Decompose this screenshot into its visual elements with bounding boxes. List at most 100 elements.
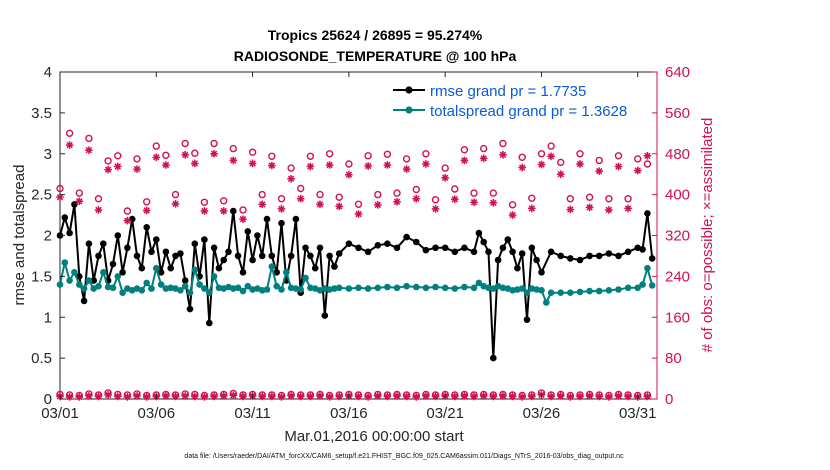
totalspread-point (109, 284, 117, 292)
assimilated-point (643, 151, 652, 160)
possible-point (460, 145, 469, 154)
totalspread-point (355, 284, 362, 292)
assimilated-point (239, 215, 247, 223)
rmse-point (71, 201, 78, 208)
rmse-point (644, 210, 651, 217)
rmse-point (586, 252, 593, 260)
assimilated-low-point (181, 392, 189, 400)
assimilated-point (441, 173, 449, 182)
totalspread-point (576, 288, 584, 296)
possible-point (219, 197, 228, 205)
totalspread-point (605, 287, 613, 294)
assimilated-low-point (605, 393, 613, 401)
possible-point (431, 195, 440, 204)
legend-rmse-label: rmse grand pr = 1.7735 (430, 83, 586, 100)
totalspread-point (441, 284, 449, 292)
x-tick-label: 03/21 (426, 405, 464, 422)
possible-point (634, 155, 642, 163)
x-tick-label: 03/26 (523, 405, 561, 422)
rmse-point (263, 215, 271, 223)
totalspread-point (533, 286, 540, 293)
rmse-point (230, 207, 237, 215)
rmse-point (268, 252, 276, 260)
possible-point (316, 190, 324, 199)
totalspread-point (403, 282, 410, 290)
assimilated-low-point (585, 392, 594, 400)
assimilated-point (133, 165, 141, 173)
rmse-point (470, 248, 478, 256)
possible-point (345, 160, 353, 168)
assimilated-low-point (566, 393, 575, 401)
assimilated-point (152, 153, 161, 162)
series-layer (56, 129, 656, 401)
rmse-point (567, 255, 574, 262)
rmse-point (490, 354, 497, 362)
totalspread-point (157, 281, 165, 288)
possible-point (94, 194, 103, 203)
totalspread-point (148, 285, 155, 292)
possible-point (412, 185, 420, 194)
y-axis-right-label: # of obs: o=possible; ×=assimilated (699, 118, 716, 353)
x-tick-label: 03/31 (619, 405, 657, 422)
assimilated-low-point (239, 392, 247, 401)
possible-point (191, 149, 199, 157)
series-totalspread (56, 259, 656, 306)
possible-point (605, 194, 613, 203)
totalspread-point (104, 283, 112, 291)
rmse-point (321, 312, 329, 319)
series-assimilated (56, 141, 652, 225)
y-tick-label: 3.5 (31, 105, 52, 122)
assimilated-point (287, 174, 295, 183)
rmse-point (403, 233, 410, 241)
totalspread-point (543, 299, 550, 306)
y-tick-label: 0 (44, 391, 52, 408)
rmse-point (90, 277, 97, 284)
rmse-point (374, 242, 382, 249)
totalspread-point (624, 284, 632, 292)
assimilated-low-point (643, 392, 652, 401)
rmse-point (499, 244, 507, 252)
possible-point (85, 134, 93, 143)
assimilated-point (470, 198, 478, 207)
totalspread-point (461, 283, 468, 291)
assimilated-low-point (595, 392, 604, 401)
assimilated-low-point (402, 392, 411, 401)
totalspread-point (374, 284, 382, 292)
possible-point (624, 194, 632, 203)
y-right-tick-label: 0 (665, 391, 673, 408)
possible-point (585, 193, 594, 201)
assimilated-point (393, 197, 401, 206)
totalspread-point (186, 289, 194, 297)
rmse-point (220, 256, 227, 264)
assimilated-point (162, 161, 170, 169)
rmse-point (364, 248, 372, 256)
assimilated-point (489, 199, 498, 207)
rmse-point (615, 252, 622, 260)
totalspread-point (201, 285, 208, 292)
totalspread-point (138, 287, 146, 294)
rmse-point (215, 264, 223, 272)
rmse-point (648, 255, 656, 262)
possible-point (508, 201, 517, 209)
assimilated-point (113, 162, 122, 171)
assimilated-point (171, 200, 180, 208)
assimilated-low-point (75, 393, 84, 401)
assimilated-low-point (614, 392, 623, 400)
y-right-tick-label: 320 (665, 228, 690, 245)
assimilated-low-point (200, 393, 209, 401)
rmse-point (475, 229, 483, 237)
assimilated-low-point (229, 391, 238, 400)
rmse-point (413, 238, 420, 246)
rmse-point (278, 219, 285, 227)
assimilated-low-point (191, 392, 199, 401)
legend-rmse-marker (405, 86, 413, 94)
totalspread-point (297, 286, 305, 293)
assimilated-point (595, 167, 604, 175)
assimilated-low-point (508, 392, 517, 401)
possible-point (65, 129, 74, 138)
rmse-point (239, 269, 247, 276)
rmse-point (639, 246, 646, 253)
assimilated-point (104, 165, 112, 174)
totalspread-point (422, 284, 430, 292)
totalspread-point (153, 264, 160, 272)
